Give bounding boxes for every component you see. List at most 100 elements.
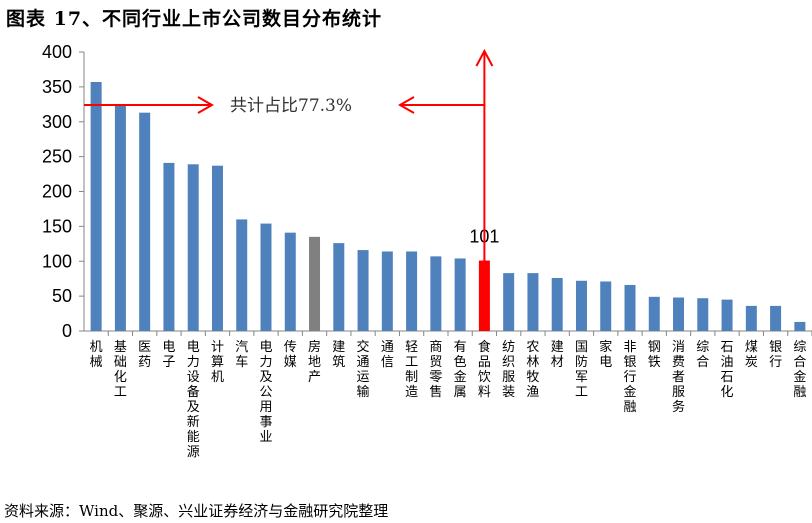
svg-text:商: 商 (429, 340, 442, 355)
svg-text:银: 银 (769, 340, 782, 355)
svg-text:工: 工 (575, 385, 588, 400)
svg-text:军: 军 (575, 370, 588, 385)
y-tick-label: 350 (42, 77, 72, 97)
svg-text:轻: 轻 (405, 340, 418, 355)
arrow-right-icon (197, 96, 215, 114)
svg-text:融: 融 (793, 385, 806, 400)
x-tick-label: 综合 (696, 340, 709, 370)
svg-text:输: 输 (357, 384, 370, 400)
svg-text:石: 石 (721, 370, 734, 385)
arrow-left-icon (397, 96, 415, 114)
bar (90, 81, 102, 332)
svg-text:牧: 牧 (526, 370, 539, 385)
svg-text:工: 工 (405, 355, 418, 370)
bar (794, 321, 806, 331)
x-tick-label: 机械 (90, 340, 103, 370)
svg-text:新: 新 (187, 414, 200, 430)
svg-text:地: 地 (308, 355, 321, 370)
svg-text:务: 务 (672, 399, 685, 415)
svg-text:及: 及 (259, 370, 272, 385)
svg-text:合: 合 (696, 355, 709, 370)
svg-text:银: 银 (623, 355, 636, 370)
svg-text:化: 化 (721, 385, 734, 400)
svg-text:交: 交 (357, 339, 370, 355)
svg-text:行: 行 (769, 355, 782, 370)
svg-text:传: 传 (284, 340, 297, 355)
y-tick-label: 250 (42, 147, 72, 167)
svg-text:铁: 铁 (648, 355, 661, 370)
bar (309, 236, 321, 331)
y-tick-label: 150 (42, 216, 72, 236)
svg-text:品: 品 (478, 355, 491, 370)
bar (211, 165, 223, 331)
svg-text:料: 料 (478, 385, 491, 400)
svg-text:械: 械 (90, 355, 103, 370)
bar (163, 162, 175, 331)
svg-text:属: 属 (454, 385, 467, 400)
svg-text:制: 制 (405, 370, 418, 385)
svg-text:炭: 炭 (745, 355, 758, 370)
svg-text:金: 金 (793, 369, 806, 385)
svg-text:造: 造 (405, 385, 418, 400)
svg-text:能: 能 (187, 430, 200, 445)
y-tick-label: 50 (52, 286, 72, 306)
svg-text:建: 建 (551, 340, 564, 355)
bar (114, 104, 126, 331)
bar (430, 256, 442, 331)
svg-text:公: 公 (259, 385, 272, 400)
svg-text:通: 通 (357, 355, 370, 370)
svg-text:行: 行 (623, 370, 636, 385)
svg-text:色: 色 (454, 354, 467, 370)
svg-text:电: 电 (599, 355, 612, 370)
x-tick-label: 银行 (769, 340, 782, 370)
svg-text:合: 合 (793, 355, 806, 370)
bar-chart: 050100150200250300350400机械基础化工医药电子电力设备及新… (42, 42, 812, 460)
svg-text:服: 服 (502, 370, 515, 385)
svg-text:及: 及 (187, 400, 200, 415)
x-tick-label: 家电 (599, 339, 612, 370)
y-tick-label: 400 (42, 42, 72, 62)
svg-text:力: 力 (259, 355, 272, 370)
svg-text:建: 建 (332, 340, 345, 355)
svg-text:林: 林 (526, 355, 539, 370)
bar (673, 297, 685, 331)
bar (139, 112, 151, 332)
svg-text:费: 费 (672, 355, 685, 370)
svg-text:通: 通 (381, 340, 394, 355)
x-tick-label: 通信 (381, 340, 394, 370)
svg-text:零: 零 (429, 370, 442, 385)
svg-text:服: 服 (672, 385, 685, 400)
y-tick-label: 200 (42, 182, 72, 202)
svg-text:机: 机 (211, 370, 224, 385)
svg-text:煤: 煤 (745, 340, 758, 355)
svg-text:食: 食 (478, 339, 491, 355)
svg-text:农: 农 (526, 340, 539, 355)
x-tick-label: 钢铁 (648, 340, 661, 370)
svg-text:子: 子 (162, 355, 175, 370)
source-note: 资料来源：Wind、聚源、兴业证券经济与金融研究院整理 (4, 502, 389, 520)
svg-text:媒: 媒 (284, 355, 297, 370)
x-tick-label: 汽车 (235, 340, 248, 370)
svg-text:装: 装 (502, 385, 515, 400)
svg-text:房: 房 (308, 339, 321, 355)
svg-text:工: 工 (114, 385, 127, 400)
svg-text:电: 电 (187, 340, 200, 355)
svg-text:筑: 筑 (332, 354, 345, 370)
svg-text:电: 电 (259, 340, 272, 355)
svg-text:信: 信 (381, 355, 394, 370)
svg-text:纺: 纺 (502, 340, 515, 355)
y-tick-label: 0 (62, 321, 72, 341)
bar (527, 273, 539, 331)
bar (648, 296, 660, 331)
svg-text:医: 医 (138, 340, 151, 355)
